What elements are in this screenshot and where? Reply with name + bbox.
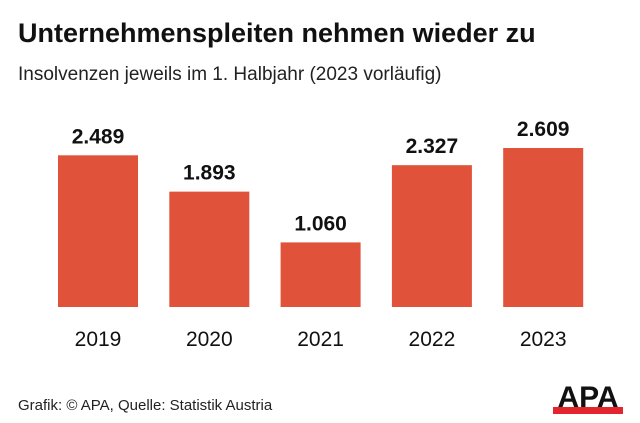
category-label: 2021 — [297, 328, 344, 351]
bar-2019 — [58, 155, 138, 307]
chart-title: Unternehmenspleiten nehmen wieder zu — [18, 18, 536, 48]
value-label: 2.489 — [72, 125, 125, 148]
category-label: 2022 — [409, 328, 456, 351]
bar-2021 — [280, 242, 361, 307]
bar-2020 — [169, 191, 250, 307]
apa-logo: APA — [553, 381, 623, 414]
chart-subtitle: Insolvenzen jeweils im 1. Halbjahr (2023… — [18, 64, 442, 85]
category-label: 2020 — [186, 328, 233, 351]
category-label: 2023 — [520, 328, 567, 351]
value-label: 2.327 — [406, 135, 459, 158]
value-label: 1.893 — [183, 162, 236, 185]
bar-2023 — [503, 148, 584, 307]
bar-2022 — [391, 165, 472, 307]
value-label: 1.060 — [294, 212, 347, 235]
value-label: 2.609 — [517, 118, 570, 141]
source-note: Grafik: © APA, Quelle: Statistik Austria — [18, 397, 273, 414]
category-label: 2019 — [75, 328, 122, 351]
